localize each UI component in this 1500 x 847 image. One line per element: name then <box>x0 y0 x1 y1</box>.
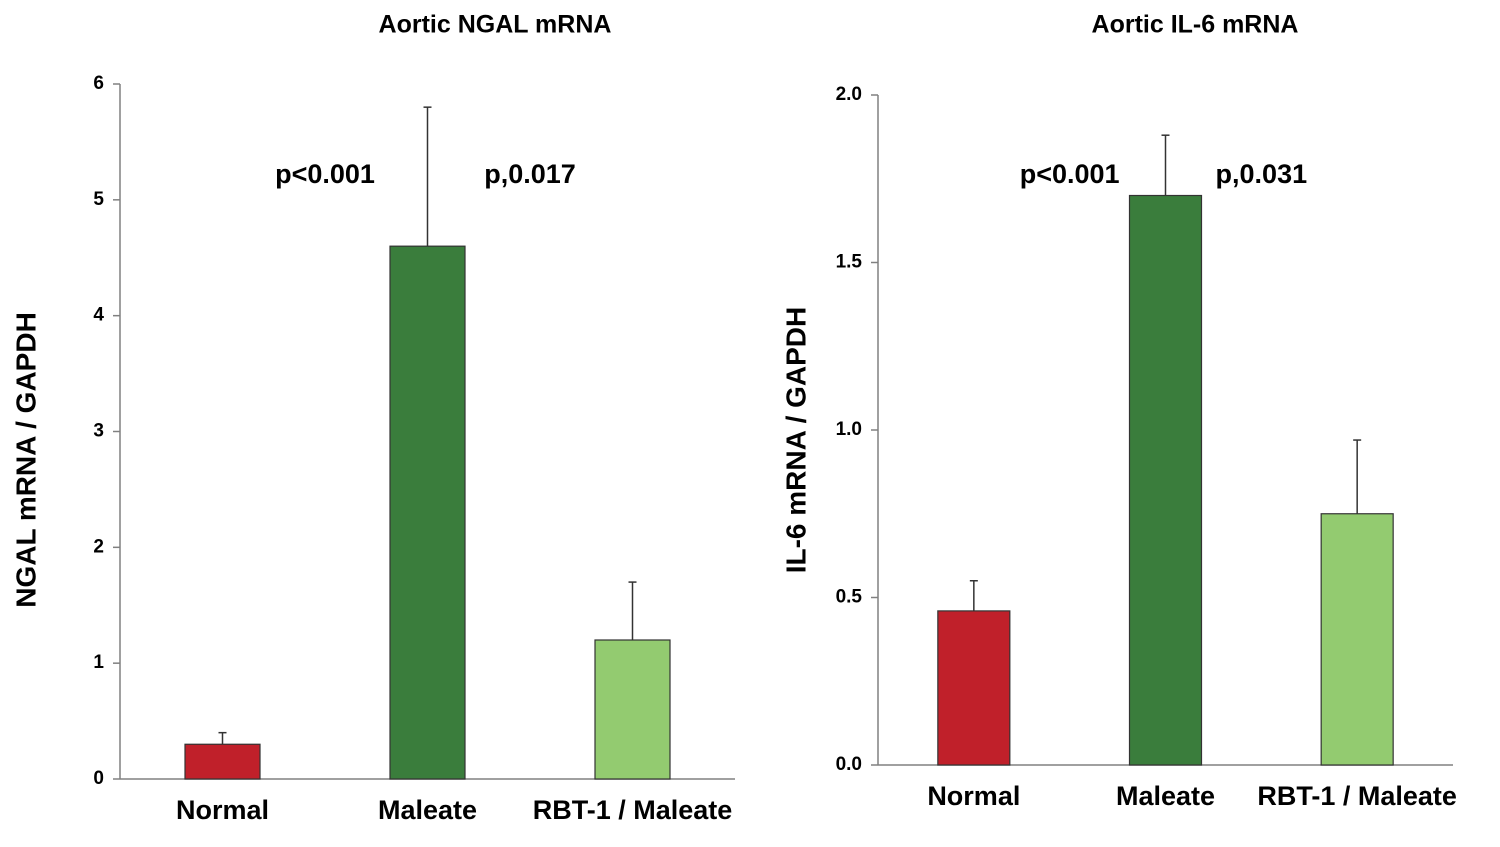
chart-title: Aortic IL-6 mRNA <box>1092 11 1299 39</box>
annotation: p<0.001 <box>275 159 375 189</box>
y-axis-label: NGAL mRNA / GAPDH <box>10 312 41 608</box>
y-tick-label: 1 <box>93 652 104 673</box>
bar <box>184 743 261 780</box>
y-tick-label: 2 <box>93 536 104 557</box>
x-tick-label: Maleate <box>378 795 477 825</box>
x-tick-label: RBT-1 / Maleate <box>1257 781 1457 811</box>
y-tick-label: 5 <box>93 189 104 210</box>
annotation: p<0.001 <box>1020 159 1120 189</box>
x-tick-label: RBT-1 / Maleate <box>533 795 733 825</box>
y-tick-label: 3 <box>93 421 104 442</box>
y-tick-label: 4 <box>93 305 104 326</box>
annotation: p,0.017 <box>484 159 576 189</box>
bar <box>389 245 466 780</box>
bar <box>1128 194 1203 766</box>
annotation: p,0.031 <box>1216 159 1308 189</box>
y-tick-label: 0.5 <box>836 587 863 608</box>
bar <box>594 639 671 780</box>
y-tick-label: 0.0 <box>836 754 862 775</box>
y-tick-label: 1.5 <box>836 252 863 273</box>
y-tick-label: 6 <box>93 73 104 94</box>
y-tick-label: 2.0 <box>836 84 862 105</box>
x-tick-label: Normal <box>927 781 1020 811</box>
bar <box>937 610 1011 766</box>
x-tick-label: Maleate <box>1116 781 1215 811</box>
y-axis-label: IL-6 mRNA / GAPDH <box>780 307 811 574</box>
y-tick-label: 0 <box>93 768 104 789</box>
x-tick-label: Normal <box>176 795 269 825</box>
chart-title: Aortic NGAL mRNA <box>379 11 612 39</box>
y-tick-label: 1.0 <box>836 419 862 440</box>
bar <box>1320 513 1394 766</box>
